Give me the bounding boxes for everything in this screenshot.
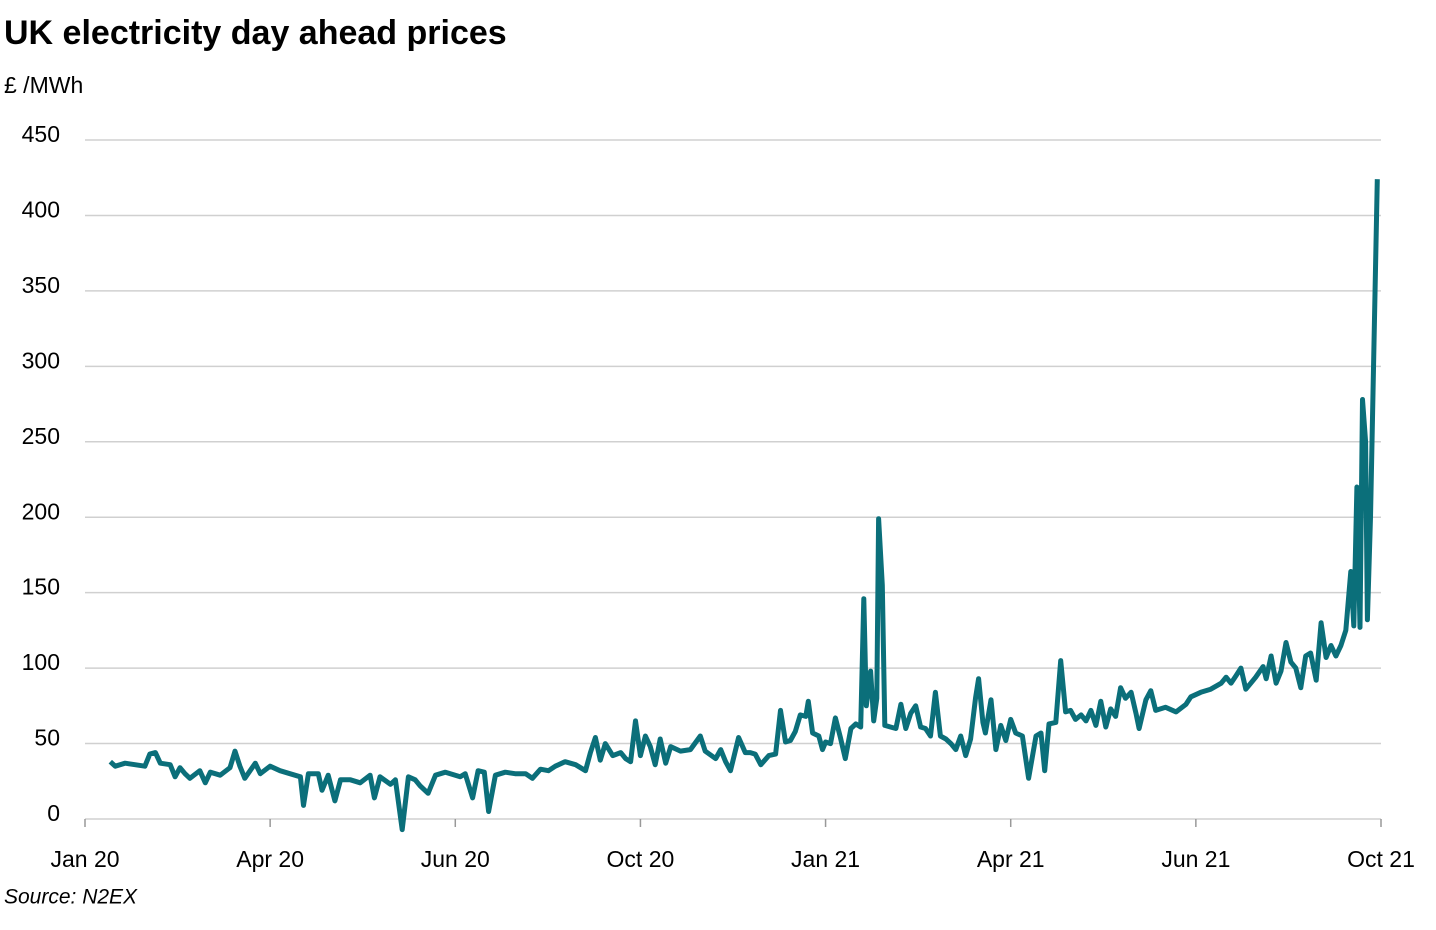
chart-title: UK electricity day ahead prices (4, 14, 507, 52)
y-tick-label: 150 (22, 574, 60, 600)
price-line (108, 179, 1380, 833)
source-note: Source: N2EX (4, 886, 138, 909)
y-tick-label: 250 (22, 423, 60, 449)
y-tick-label: 0 (47, 800, 60, 826)
y-tick-label: 450 (22, 121, 60, 147)
chart-subtitle: £ /MWh (4, 72, 83, 98)
y-tick-label: 200 (22, 498, 60, 524)
y-tick-label: 50 (34, 725, 60, 751)
x-tick-label: Jun 20 (421, 846, 490, 872)
x-tick-label: Jun 21 (1161, 846, 1230, 872)
y-tick-label: 100 (22, 649, 60, 675)
x-tick-label: Oct 20 (607, 846, 675, 872)
y-tick-label: 350 (22, 272, 60, 298)
x-tick-label: Apr 20 (236, 846, 304, 872)
x-tick-label: Jan 20 (50, 846, 119, 872)
y-tick-label: 400 (22, 197, 60, 223)
y-tick-label: 300 (22, 347, 60, 373)
x-tick-label: Oct 21 (1347, 846, 1415, 872)
x-tick-label: Jan 21 (791, 846, 860, 872)
x-tick-label: Apr 21 (977, 846, 1045, 872)
